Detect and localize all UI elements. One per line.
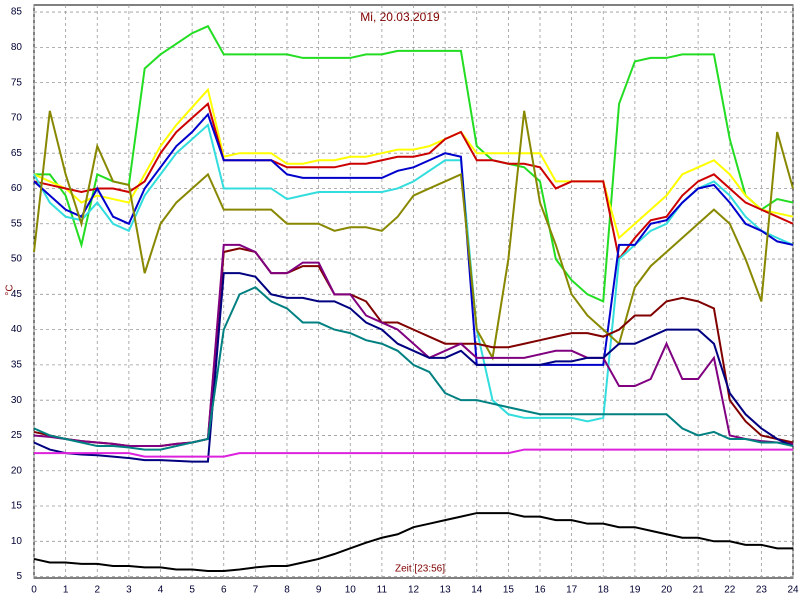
series-line (34, 24, 794, 303)
x-tick-label: 19 (629, 585, 641, 596)
y-tick-label: 80 (11, 42, 23, 53)
x-tick-label: 9 (316, 585, 322, 596)
x-tick-label: 8 (284, 585, 290, 596)
y-tick-label: 85 (11, 7, 23, 18)
series-line (33, 123, 794, 423)
y-tick-label: 5 (16, 571, 22, 582)
x-tick-label: 16 (534, 585, 546, 596)
y-tick-label: 55 (11, 218, 23, 229)
x-tick-label: 7 (253, 585, 259, 596)
series-line (33, 512, 793, 572)
x-tick-label: 3 (126, 585, 132, 596)
series-line (33, 286, 794, 451)
plot-area (33, 4, 794, 579)
x-tick-label: 17 (566, 585, 578, 596)
y-tick-label: 20 (11, 465, 23, 476)
x-tick-label: 13 (440, 585, 452, 596)
x-tick-label: 0 (31, 585, 37, 596)
x-tick-label: 22 (724, 585, 736, 596)
x-tick-label: 21 (693, 585, 705, 596)
x-tick-label: 23 (756, 585, 768, 596)
x-tick-label: 14 (471, 585, 483, 596)
y-tick-label: 65 (11, 148, 23, 159)
x-tick-label: 12 (408, 585, 420, 596)
series-line (33, 243, 794, 448)
y-tick-label: 70 (11, 113, 23, 124)
series-line (33, 110, 794, 361)
y-axis-label: °C (5, 284, 16, 295)
x-tick-label: 10 (345, 585, 357, 596)
x-tick-label: 6 (221, 585, 227, 596)
x-tick-label: 1 (63, 585, 69, 596)
x-tick-label: 24 (787, 585, 799, 596)
series-line (33, 87, 794, 240)
y-tick-label: 45 (11, 289, 23, 300)
y-tick-label: 25 (11, 430, 23, 441)
chart-title: Mi, 20.03.2019 (360, 10, 440, 24)
series-line (34, 448, 793, 458)
series-line (33, 101, 794, 262)
x-tick-label: 15 (503, 585, 515, 596)
x-tick-label: 11 (377, 585, 388, 596)
y-tick-label: 30 (11, 395, 23, 406)
series-line (33, 272, 794, 463)
series-line (33, 112, 794, 366)
y-tick-label: 10 (11, 536, 23, 547)
x-tick-label: 4 (158, 585, 164, 596)
y-tick-label: 35 (11, 360, 23, 371)
x-tick-label: 18 (598, 585, 610, 596)
y-tick-label: 50 (11, 254, 23, 265)
x-tick-label: 5 (189, 585, 195, 596)
x-tick-label: 2 (94, 585, 100, 596)
y-tick-label: 75 (11, 77, 23, 88)
x-axis-label: Zeit [23:56] (395, 564, 445, 575)
y-tick-label: 15 (11, 501, 23, 512)
y-tick-label: 40 (11, 324, 23, 335)
y-tick-label: 60 (11, 183, 23, 194)
x-tick-label: 20 (661, 585, 673, 596)
